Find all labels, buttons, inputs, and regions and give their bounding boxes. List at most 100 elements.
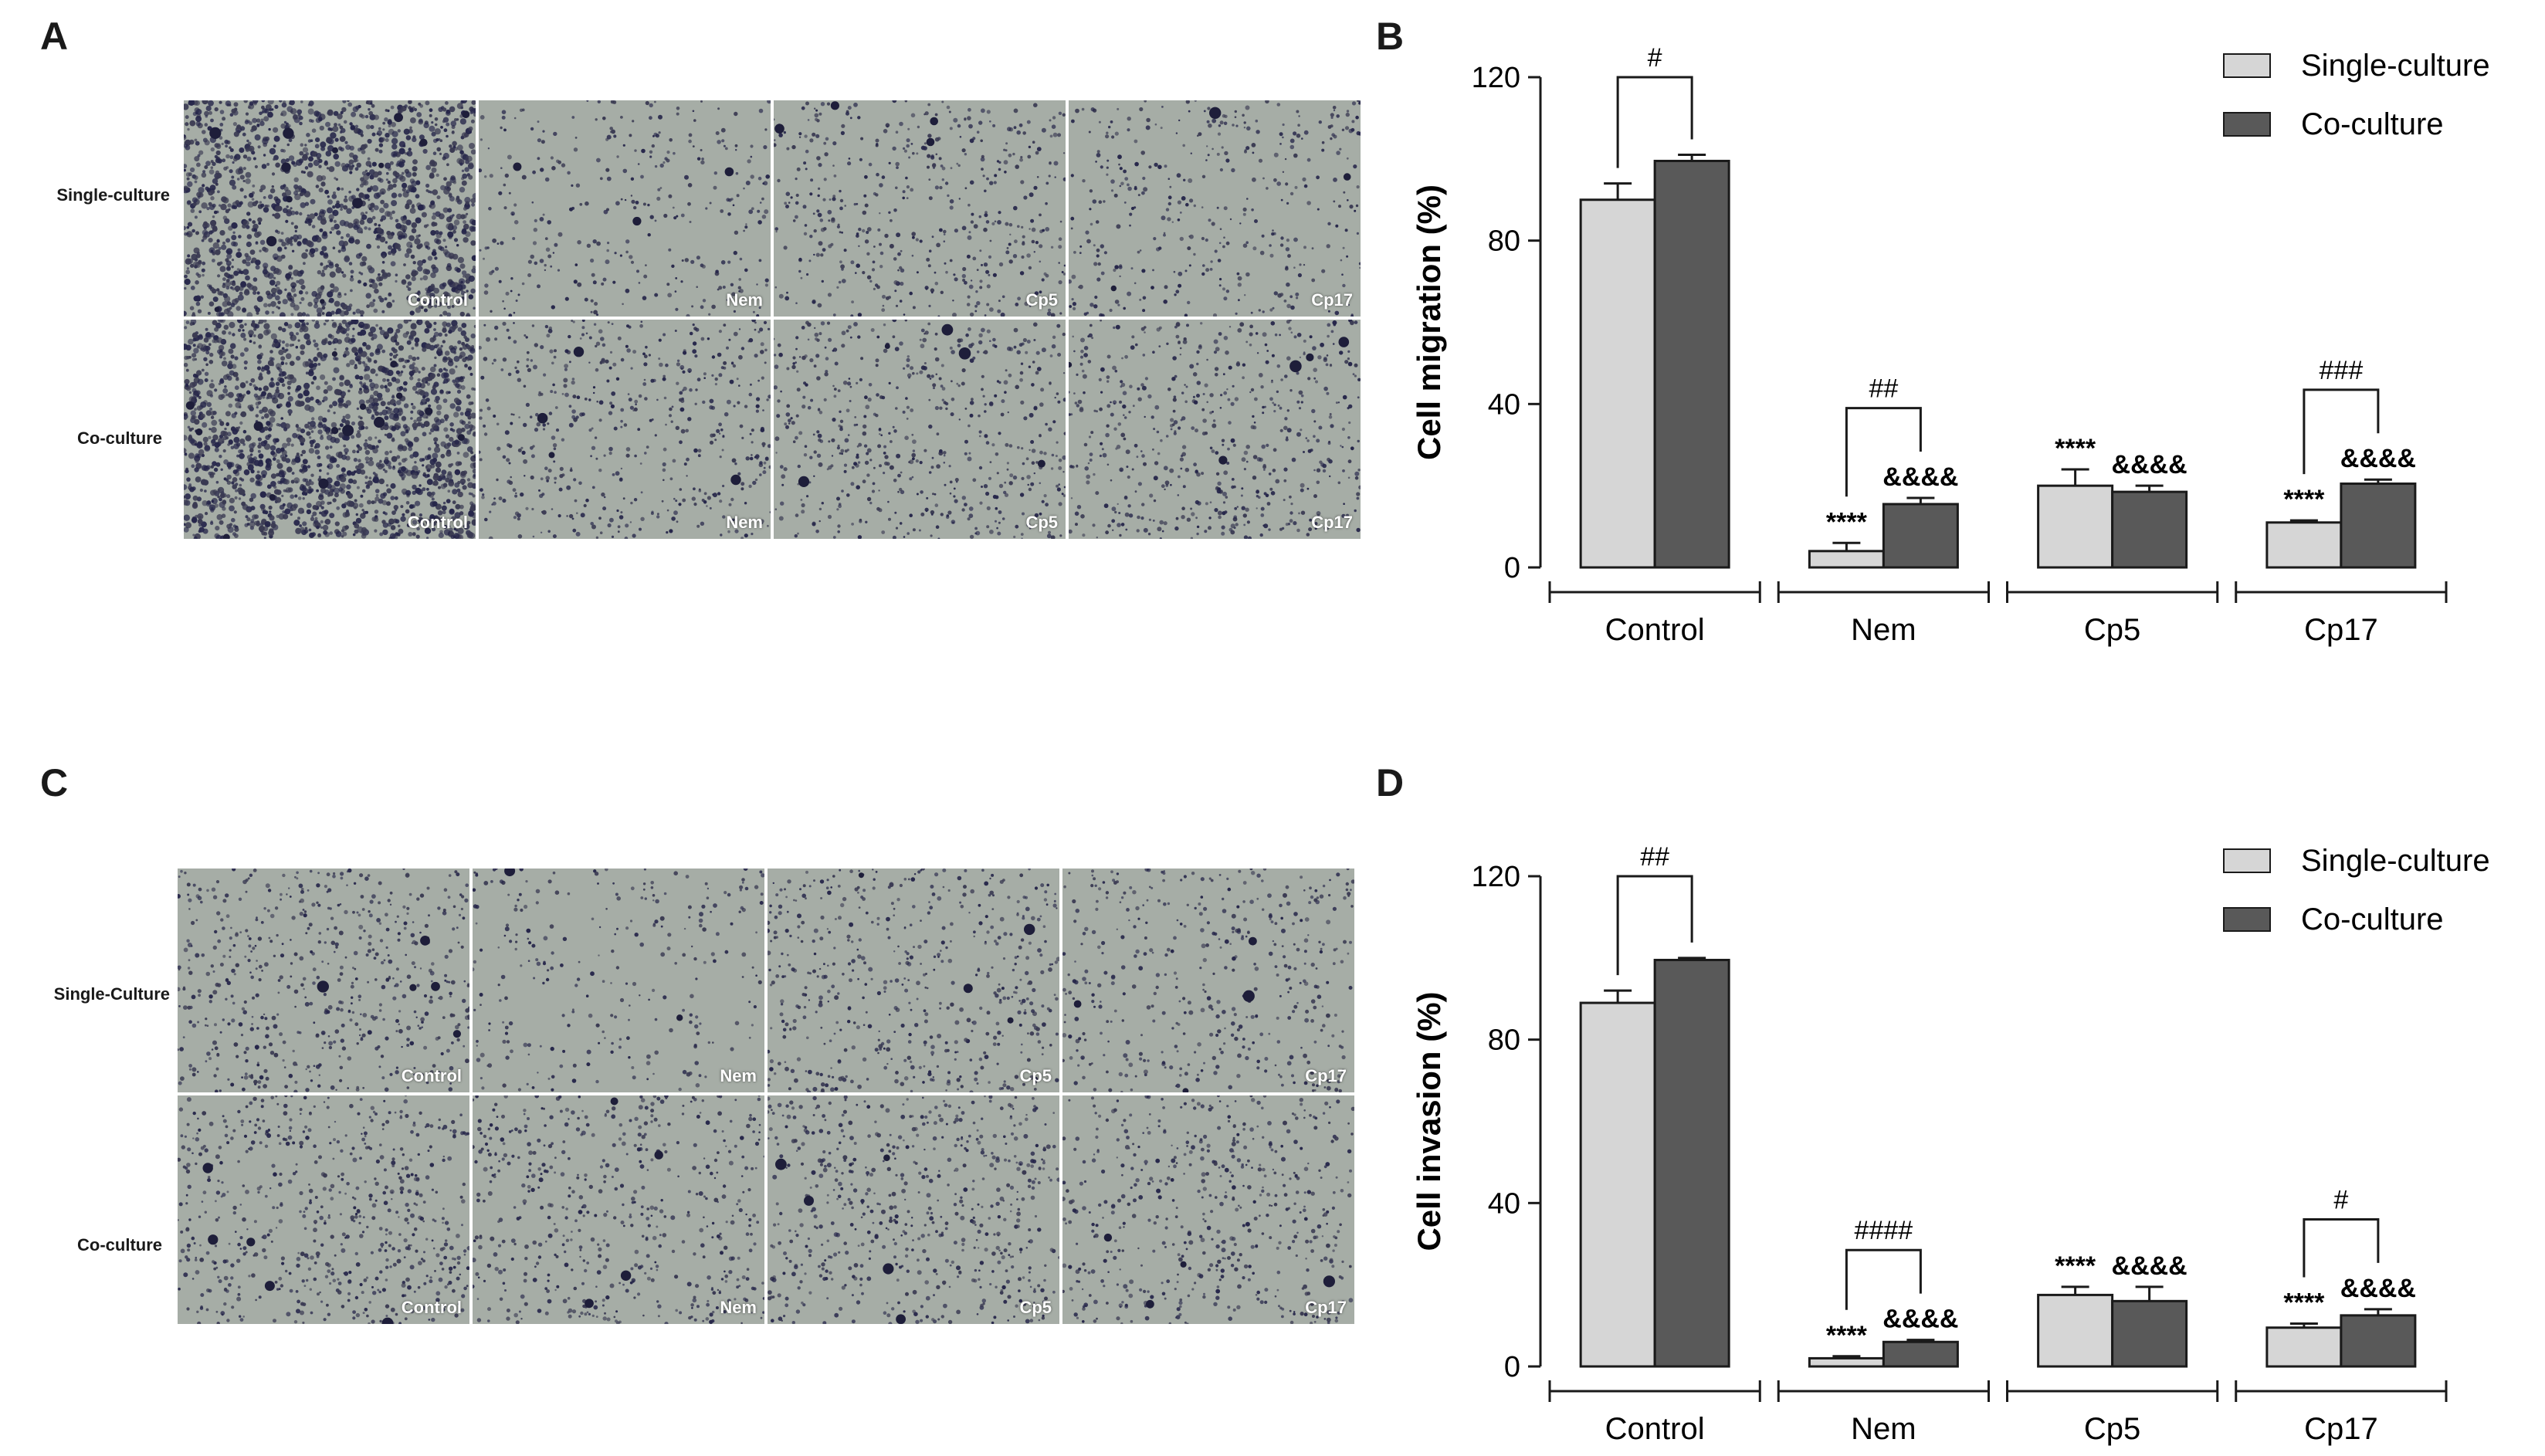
micrograph-co-nem: Nem xyxy=(479,320,771,539)
bar xyxy=(1653,159,1730,569)
significance-marker: **** xyxy=(2055,434,2096,463)
significance-marker: **** xyxy=(1826,1321,1868,1350)
micrograph-label: Cp5 xyxy=(1019,1298,1052,1317)
bracket-label: # xyxy=(2333,1186,2348,1215)
y-tick-label: 40 xyxy=(1488,1187,1520,1220)
micrograph-co-cp5: Cp5 xyxy=(774,320,1066,539)
bracket-label: ## xyxy=(1640,842,1669,872)
y-tick-label: 80 xyxy=(1488,225,1520,258)
micrograph-label: Nem xyxy=(720,1298,757,1317)
micrograph-single-control: Control xyxy=(178,869,469,1092)
micrograph-single-cp5: Cp5 xyxy=(768,869,1059,1092)
cell-dots xyxy=(1069,320,1361,539)
bar xyxy=(2340,1314,2417,1368)
micrograph-single-cp17: Cp17 xyxy=(1062,869,1354,1092)
x-tick-label: Cp5 xyxy=(2084,613,2140,647)
micrograph-single-nem: Nem xyxy=(479,100,771,317)
micrograph-label: Nem xyxy=(726,290,763,310)
micrograph-co-control: Control xyxy=(184,320,476,539)
y-tick-label: 0 xyxy=(1504,1351,1520,1383)
row-label-single-culture: Single-culture xyxy=(56,185,170,205)
cell-dots xyxy=(768,1095,1059,1324)
cell-dots xyxy=(1062,869,1354,1092)
bar xyxy=(2265,521,2343,569)
micrograph-label: Control xyxy=(407,290,468,310)
micrograph-label: Control xyxy=(407,513,468,532)
significance-marker: **** xyxy=(2055,1251,2096,1281)
significance-marker: **** xyxy=(1826,507,1868,537)
bar-chart-cell-invasion: 0 40 80 120 Cell invasion (%) Control Nem Cp5 Cp… xyxy=(1411,842,2490,1446)
micrograph-co-control: Control xyxy=(178,1095,469,1324)
micrograph-co-cp17: Cp17 xyxy=(1069,320,1361,539)
micrograph-label: Cp17 xyxy=(1311,290,1353,310)
bracket-label: # xyxy=(1648,46,1662,73)
bar xyxy=(2037,484,2114,569)
y-tick-label: 40 xyxy=(1488,388,1520,421)
micrograph-label: Cp17 xyxy=(1305,1066,1347,1085)
y-tick-label: 0 xyxy=(1504,552,1520,584)
micrograph-single-nem: Nem xyxy=(473,869,764,1092)
cell-dots xyxy=(479,100,771,317)
legend-swatch xyxy=(2223,53,2271,78)
significance-marker: &&&& xyxy=(2340,1274,2416,1303)
cell-dots xyxy=(1069,100,1361,317)
cell-dots xyxy=(1062,1095,1354,1324)
y-tick-label: 80 xyxy=(1488,1024,1520,1057)
bar xyxy=(1882,503,1959,569)
cell-dots xyxy=(184,100,476,317)
micrograph-label: Nem xyxy=(720,1066,757,1085)
bracket-label: ### xyxy=(2320,356,2364,385)
bar-chart-cell-migration: 0 40 80 120 Cell migration (%) Control Nem Cp5 C… xyxy=(1411,46,2490,647)
panel-letter-d: D xyxy=(1376,761,1405,804)
micrograph-label: Cp17 xyxy=(1305,1298,1347,1317)
micrograph-label: Cp5 xyxy=(1025,513,1058,532)
bar xyxy=(2111,1299,2188,1368)
bar xyxy=(2111,490,2188,569)
micrograph-co-cp5: Cp5 xyxy=(768,1095,1059,1324)
cell-dots xyxy=(768,869,1059,1092)
cell-dots xyxy=(774,100,1066,317)
x-tick-label: Nem xyxy=(1851,613,1916,647)
bar xyxy=(2265,1326,2343,1368)
row-label-co-culture: Co-culture xyxy=(77,428,162,448)
cell-dots xyxy=(473,869,764,1092)
legend-swatch xyxy=(2223,112,2271,137)
micrograph-label: Cp5 xyxy=(1025,290,1058,310)
significance-marker: **** xyxy=(2283,485,2325,514)
bar xyxy=(1882,1340,1959,1368)
micrograph-label: Control xyxy=(401,1298,462,1317)
significance-marker: &&&& xyxy=(2112,450,2187,479)
micrograph-label: Cp5 xyxy=(1019,1066,1052,1085)
row-label-single-culture: Single-Culture xyxy=(53,984,170,1004)
significance-marker: **** xyxy=(2283,1288,2325,1317)
micrograph-label: Nem xyxy=(726,513,763,532)
significance-marker: &&&& xyxy=(2112,1251,2187,1281)
y-tick-label: 120 xyxy=(1472,861,1520,893)
significance-marker: &&&& xyxy=(1882,1305,1958,1334)
bar xyxy=(1579,1001,1656,1368)
significance-bracket xyxy=(1616,76,1693,168)
legend-label: Single-culture xyxy=(2301,844,2490,878)
bar xyxy=(1579,198,1656,569)
x-tick-label: Cp17 xyxy=(2304,1412,2378,1446)
legend-label: Single-culture xyxy=(2301,49,2490,83)
significance-bracket xyxy=(1845,1248,1922,1310)
y-axis-title: Cell invasion (%) xyxy=(1411,991,1447,1251)
bar xyxy=(2037,1293,2114,1368)
panel-letter-a: A xyxy=(40,15,69,58)
bar xyxy=(2340,483,2417,569)
bar xyxy=(1808,1356,1885,1368)
x-tick-label: Control xyxy=(1605,613,1705,647)
micrograph-co-cp17: Cp17 xyxy=(1062,1095,1354,1324)
y-tick-label: 120 xyxy=(1472,62,1520,94)
legend-label: Co-culture xyxy=(2301,902,2444,936)
legend-label: Co-culture xyxy=(2301,107,2444,141)
cell-dots xyxy=(774,320,1066,539)
bar xyxy=(1653,958,1730,1368)
significance-marker: &&&& xyxy=(2340,444,2416,473)
cell-dots xyxy=(479,320,771,539)
cell-dots xyxy=(178,1095,469,1324)
bracket-label: ## xyxy=(1869,374,1898,404)
panel-letter-c: C xyxy=(40,761,69,804)
panel-letter-b: B xyxy=(1376,15,1405,58)
